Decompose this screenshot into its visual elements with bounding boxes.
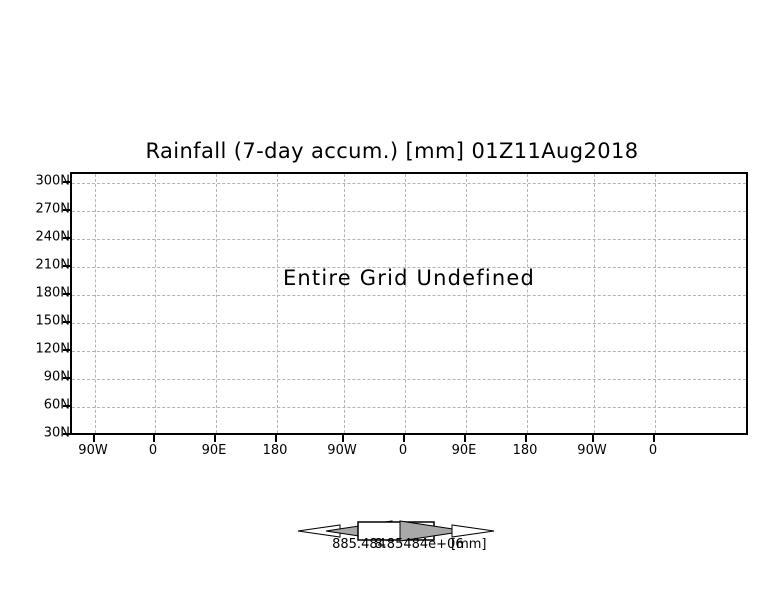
gridline-horizontal: [72, 407, 746, 408]
colorbar-tick-label-max: 8.85484e+06: [374, 537, 464, 552]
gridline-vertical: [405, 174, 406, 433]
gridline-horizontal: [72, 267, 746, 268]
gridline-vertical: [466, 174, 467, 433]
gridline-vertical: [277, 174, 278, 433]
gridline-vertical: [155, 174, 156, 433]
gridline-vertical: [527, 174, 528, 433]
gridline-horizontal: [72, 323, 746, 324]
gridline-horizontal: [72, 295, 746, 296]
entire-grid-undefined-message: Entire Grid Undefined: [282, 266, 536, 290]
map-plot-area: Entire Grid Undefined: [70, 172, 748, 435]
gridline-vertical: [344, 174, 345, 433]
colorbar-labels: 885.484 8.85484e+06 [mm]: [0, 537, 784, 557]
gridline-horizontal: [72, 239, 746, 240]
gridline-vertical: [594, 174, 595, 433]
gridline-horizontal: [72, 351, 746, 352]
gridline-vertical: [216, 174, 217, 433]
gridline-vertical: [655, 174, 656, 433]
gridline-vertical: [95, 174, 96, 433]
plot-title: Rainfall (7-day accum.) [mm] 01Z11Aug201…: [145, 139, 639, 163]
colorbar-graphic: [297, 520, 495, 542]
colorbar-units-label: [mm]: [451, 537, 487, 552]
gridline-horizontal: [72, 183, 746, 184]
gridline-horizontal: [72, 211, 746, 212]
colorbar-tick-label-min: 885.484: [332, 537, 386, 552]
gridline-horizontal: [72, 379, 746, 380]
colorbar[interactable]: [296, 516, 496, 546]
